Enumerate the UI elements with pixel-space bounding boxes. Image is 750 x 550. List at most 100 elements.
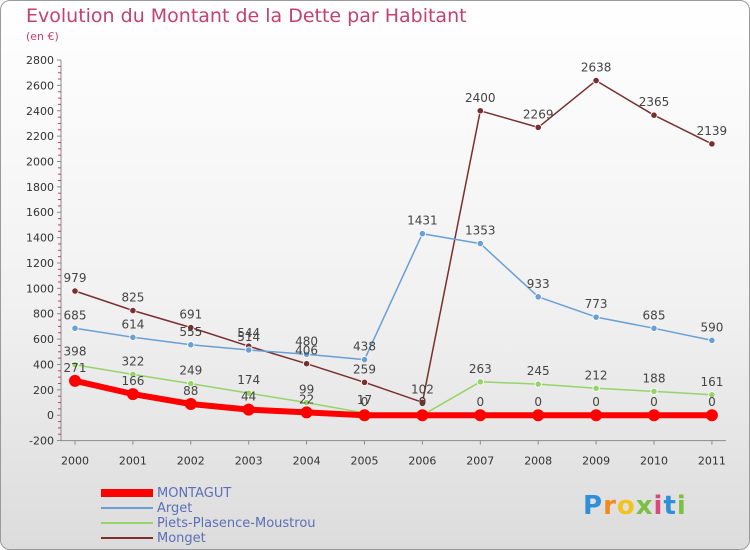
y-tick-label: 200 <box>33 384 54 397</box>
legend-swatch <box>101 522 153 524</box>
unit-label: (en €) <box>26 30 59 43</box>
data-label-piets-plasence-moustrou: 174 <box>237 373 260 387</box>
data-label-piets-plasence-moustrou: 249 <box>179 364 202 378</box>
series-line-arget <box>74 232 713 361</box>
y-tick-label: 1600 <box>26 206 54 219</box>
data-point-piets-plasence-moustrou <box>476 378 484 386</box>
data-label-montagut: 0 <box>592 395 600 409</box>
data-label-piets-plasence-moustrou: 245 <box>527 364 550 378</box>
data-label-piets-plasence-moustrou: 263 <box>469 362 492 376</box>
data-label-arget: 685 <box>64 308 87 322</box>
data-label-montagut: 0 <box>476 395 484 409</box>
chart-title: Evolution du Montant de la Dette par Hab… <box>26 5 467 27</box>
legend-swatch <box>101 489 153 497</box>
data-point-piets-plasence-moustrou <box>592 384 600 392</box>
data-label-montagut: 0 <box>650 395 658 409</box>
data-label-piets-plasence-moustrou: 398 <box>64 345 87 359</box>
data-point-monget <box>418 398 426 406</box>
legend-item: Piets-Plasence-Moustrou <box>101 515 316 531</box>
data-point-piets-plasence-moustrou <box>650 387 658 395</box>
y-tick-label: 2200 <box>26 130 54 143</box>
data-point-montagut <box>126 388 139 401</box>
x-tick-label: 2006 <box>408 455 436 468</box>
data-point-montagut <box>416 409 429 422</box>
y-tick-label: 2800 <box>26 54 54 67</box>
legend-item: MONTAGUT <box>101 485 232 501</box>
data-label-monget: 544 <box>237 326 260 340</box>
data-label-montagut: 0 <box>361 395 369 409</box>
data-label-montagut: 44 <box>241 390 256 404</box>
data-point-arget <box>302 350 311 358</box>
data-point-montagut <box>300 406 313 419</box>
data-point-montagut <box>184 398 197 411</box>
data-label-piets-plasence-moustrou: 212 <box>585 368 608 382</box>
data-point-arget <box>534 293 542 301</box>
x-tick-label: 2010 <box>640 455 668 468</box>
x-tick-label: 2005 <box>351 455 379 468</box>
data-label-monget: 2400 <box>465 91 496 105</box>
data-point-arget <box>71 324 79 332</box>
x-tick-label: 2008 <box>524 455 552 468</box>
data-point-piets-plasence-moustrou <box>534 380 542 388</box>
data-point-monget <box>71 287 79 295</box>
x-tick-label: 2002 <box>177 455 205 468</box>
series-line-piets-plasence-moustrou <box>74 363 713 416</box>
data-label-montagut: 0 <box>708 395 716 409</box>
data-point-monget <box>650 111 658 119</box>
data-label-piets-plasence-moustrou: 99 <box>299 383 314 397</box>
data-label-monget: 102 <box>411 382 434 396</box>
data-point-piets-plasence-moustrou <box>71 361 79 369</box>
data-label-arget: 1353 <box>465 224 496 238</box>
data-label-monget: 979 <box>64 271 87 285</box>
data-label-monget: 2365 <box>639 95 670 109</box>
data-label-arget: 514 <box>237 330 260 344</box>
y-tick-label: 1800 <box>26 181 54 194</box>
brand-letter: t <box>663 491 677 521</box>
data-point-piets-plasence-moustrou <box>708 391 716 399</box>
y-tick-label: 2000 <box>26 156 54 169</box>
legend-label: MONTAGUT <box>157 485 232 501</box>
y-tick-label: 2600 <box>26 79 54 92</box>
y-tick-label: 1000 <box>26 282 54 295</box>
x-tick-label: 2007 <box>466 455 494 468</box>
data-point-montagut <box>532 409 545 422</box>
data-point-arget <box>245 346 253 354</box>
data-point-arget <box>187 341 195 349</box>
data-label-piets-plasence-moustrou: 322 <box>121 354 144 368</box>
data-point-monget <box>360 378 369 386</box>
y-tick-label: -200 <box>29 435 54 448</box>
data-point-arget <box>360 356 369 364</box>
data-label-arget: 685 <box>643 308 666 322</box>
legend-swatch <box>101 537 153 539</box>
data-point-montagut <box>705 409 718 422</box>
data-point-monget <box>476 107 484 115</box>
data-point-piets-plasence-moustrou <box>187 380 195 388</box>
x-tick-label: 2004 <box>293 455 321 468</box>
brand-letter: o <box>616 491 636 521</box>
brand-letter: x <box>635 491 654 521</box>
data-label-arget: 773 <box>585 297 608 311</box>
data-point-montagut <box>242 403 255 416</box>
data-point-montagut <box>358 409 371 422</box>
data-point-piets-plasence-moustrou <box>245 389 253 397</box>
data-label-arget: 590 <box>700 320 723 334</box>
brand-letter: i <box>653 491 664 521</box>
data-label-piets-plasence-moustrou: 17 <box>357 393 372 407</box>
y-tick-label: 1400 <box>26 232 54 245</box>
data-label-montagut: 271 <box>64 361 87 375</box>
legend-swatch <box>101 507 153 509</box>
data-label-arget: 438 <box>353 340 376 354</box>
data-point-monget <box>592 76 600 85</box>
data-label-montagut: 0 <box>534 395 542 409</box>
y-tick-label: 400 <box>33 358 54 371</box>
x-tick-label: 2011 <box>698 455 726 468</box>
y-tick-label: 1200 <box>26 257 54 270</box>
data-label-arget: 933 <box>527 277 550 291</box>
legend-label: Monget <box>157 530 206 546</box>
legend-label: Piets-Plasence-Moustrou <box>157 515 316 531</box>
x-tick-label: 2001 <box>119 455 147 468</box>
data-label-piets-plasence-moustrou: 188 <box>643 371 666 385</box>
legend-item: Monget <box>101 530 206 546</box>
data-point-arget <box>418 230 426 238</box>
data-label-montagut: 88 <box>183 384 198 398</box>
